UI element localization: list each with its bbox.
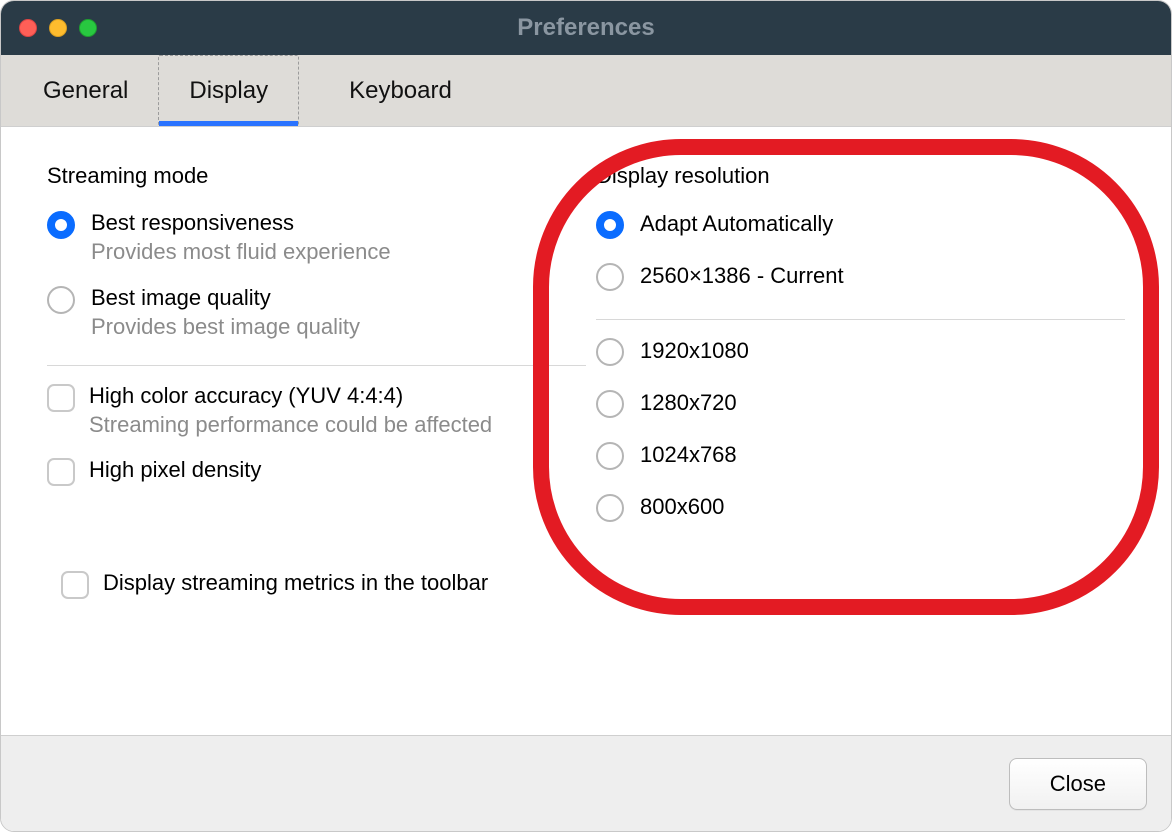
window-title: Preferences — [517, 14, 654, 42]
tab-bar: General Display Keyboard — [1, 55, 1171, 127]
high-color-accuracy-checkbox[interactable]: High color accuracy (YUV 4:4:4) Streamin… — [47, 382, 586, 439]
divider — [596, 319, 1125, 320]
checkbox-label: High pixel density — [89, 456, 261, 485]
close-button[interactable]: Close — [1009, 758, 1147, 810]
display-resolution-header: Display resolution — [596, 163, 1125, 189]
streaming-mode-section: Streaming mode Best responsiveness Provi… — [47, 163, 586, 544]
option-label: 2560×1386 - Current — [640, 263, 844, 289]
option-label: Adapt Automatically — [640, 211, 833, 237]
traffic-lights — [19, 19, 97, 37]
content-area: Streaming mode Best responsiveness Provi… — [1, 127, 1171, 735]
display-streaming-metrics-checkbox[interactable]: Display streaming metrics in the toolbar — [61, 569, 488, 599]
high-pixel-density-checkbox[interactable]: High pixel density — [47, 456, 586, 486]
radio-icon — [596, 263, 624, 291]
radio-icon — [596, 494, 624, 522]
radio-icon — [47, 211, 75, 239]
tab-display[interactable]: Display — [158, 55, 299, 126]
tab-general[interactable]: General — [13, 55, 158, 126]
minimize-window-icon[interactable] — [49, 19, 67, 37]
streaming-mode-option[interactable]: Best image quality Provides best image q… — [47, 284, 586, 341]
option-label: Best image quality — [91, 284, 360, 313]
preferences-window: Preferences General Display Keyboard Str… — [0, 0, 1172, 832]
checkbox-icon — [47, 384, 75, 412]
tab-keyboard[interactable]: Keyboard — [319, 55, 482, 126]
radio-icon — [596, 390, 624, 418]
streaming-mode-header: Streaming mode — [47, 163, 586, 189]
checkbox-icon — [61, 571, 89, 599]
option-label: 1280x720 — [640, 390, 737, 416]
resolution-option[interactable]: 1280x720 — [596, 388, 1125, 418]
maximize-window-icon[interactable] — [79, 19, 97, 37]
radio-icon — [47, 286, 75, 314]
resolution-option[interactable]: 800x600 — [596, 492, 1125, 522]
footer: Close — [1, 735, 1171, 831]
radio-icon — [596, 442, 624, 470]
resolution-option[interactable]: Adapt Automatically — [596, 209, 1125, 239]
resolution-option[interactable]: 2560×1386 - Current — [596, 261, 1125, 291]
display-resolution-section: Display resolution Adapt Automatically 2… — [586, 163, 1125, 544]
titlebar: Preferences — [1, 1, 1171, 55]
option-label: 1920x1080 — [640, 338, 749, 364]
resolution-option[interactable]: 1920x1080 — [596, 336, 1125, 366]
checkbox-icon — [47, 458, 75, 486]
radio-icon — [596, 338, 624, 366]
checkbox-sublabel: Streaming performance could be affected — [89, 411, 492, 440]
option-label: 1024x768 — [640, 442, 737, 468]
checkbox-label: High color accuracy (YUV 4:4:4) — [89, 382, 492, 411]
radio-icon — [596, 211, 624, 239]
resolution-option[interactable]: 1024x768 — [596, 440, 1125, 470]
streaming-mode-option[interactable]: Best responsiveness Provides most fluid … — [47, 209, 586, 266]
divider — [47, 365, 586, 366]
option-sublabel: Provides most fluid experience — [91, 238, 391, 267]
option-label: Best responsiveness — [91, 209, 391, 238]
option-sublabel: Provides best image quality — [91, 313, 360, 342]
option-label: 800x600 — [640, 494, 724, 520]
close-window-icon[interactable] — [19, 19, 37, 37]
checkbox-label: Display streaming metrics in the toolbar — [103, 569, 488, 598]
